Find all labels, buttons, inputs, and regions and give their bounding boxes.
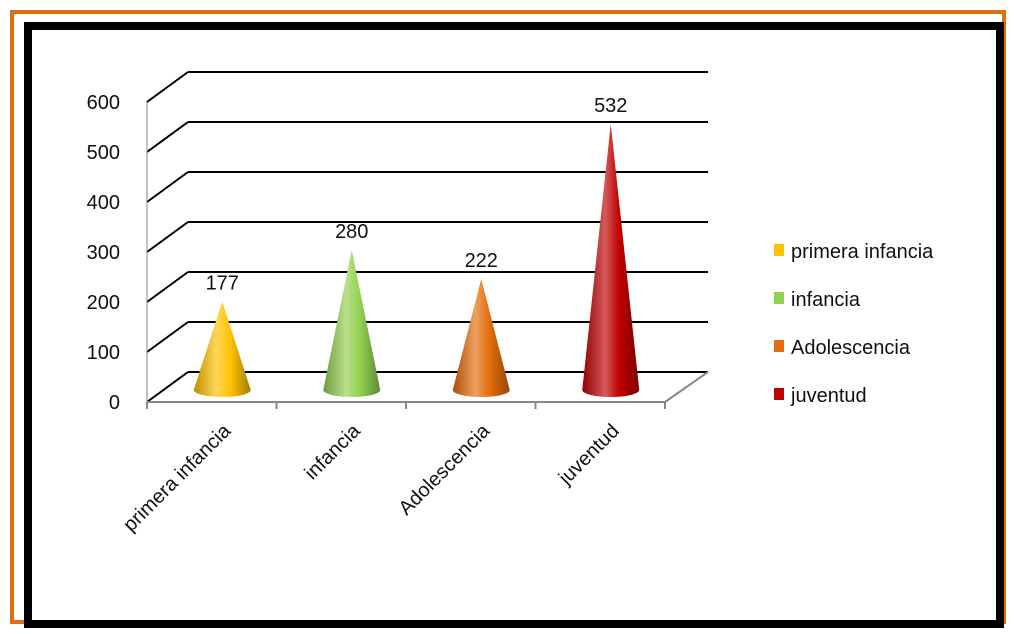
y-axis: 0 100 200 300 400 500 600	[87, 92, 120, 414]
legend-swatch	[774, 340, 784, 352]
cone-juventud	[582, 124, 640, 397]
cone-primera-infancia	[193, 301, 251, 397]
legend-label: primera infancia	[791, 241, 934, 263]
y-tick-label: 0	[109, 392, 120, 414]
data-label-juventud: 532	[594, 95, 627, 117]
y-tick-label: 200	[87, 292, 120, 314]
cones	[193, 124, 640, 397]
legend: primera infancia infancia Adolescencia juve…	[774, 241, 934, 407]
legend-item-juventud: juventud	[774, 385, 867, 407]
cone-body	[582, 124, 640, 397]
x-tick-label-juventud: juventud	[554, 420, 624, 490]
cone-body	[452, 279, 510, 397]
gridline-side	[146, 271, 189, 303]
floor-right-edge	[664, 371, 709, 403]
x-axis: primera infancia infancia Adolescencia juve…	[119, 419, 624, 536]
y-tick-label: 500	[87, 142, 120, 164]
gridline-side	[146, 371, 189, 403]
gridline-side	[146, 71, 189, 103]
y-tick-label: 100	[87, 342, 120, 364]
legend-label: Adolescencia	[791, 337, 911, 359]
cone-body	[323, 250, 381, 397]
data-label-infancia: 280	[335, 221, 368, 243]
x-tick-label-infancia: infancia	[300, 419, 365, 484]
y-tick-label: 400	[87, 192, 120, 214]
y-tick-label: 600	[87, 92, 120, 114]
legend-label: juventud	[790, 385, 867, 407]
y-tick-label: 300	[87, 242, 120, 264]
data-labels: 177 280 222 532	[206, 95, 628, 295]
data-label-primera-infancia: 177	[206, 273, 239, 295]
legend-swatch	[774, 292, 784, 304]
gridline-side	[146, 171, 189, 203]
legend-item-primera-infancia: primera infancia	[774, 241, 934, 263]
cone-adolescencia	[452, 279, 510, 397]
gridline-side	[146, 221, 189, 253]
cone-infancia	[323, 250, 381, 397]
legend-swatch	[774, 244, 784, 256]
legend-item-infancia: infancia	[774, 289, 861, 311]
gridline-side	[146, 321, 189, 353]
x-tick-label-primera-infancia: primera infancia	[119, 419, 236, 536]
cone-body	[193, 301, 251, 397]
legend-item-adolescencia: Adolescencia	[774, 337, 911, 359]
data-label-adolescencia: 222	[465, 250, 498, 272]
legend-swatch	[774, 388, 784, 400]
x-tick-label-adolescencia: Adolescencia	[395, 419, 495, 519]
legend-label: infancia	[791, 289, 861, 311]
gridline-side	[146, 121, 189, 153]
